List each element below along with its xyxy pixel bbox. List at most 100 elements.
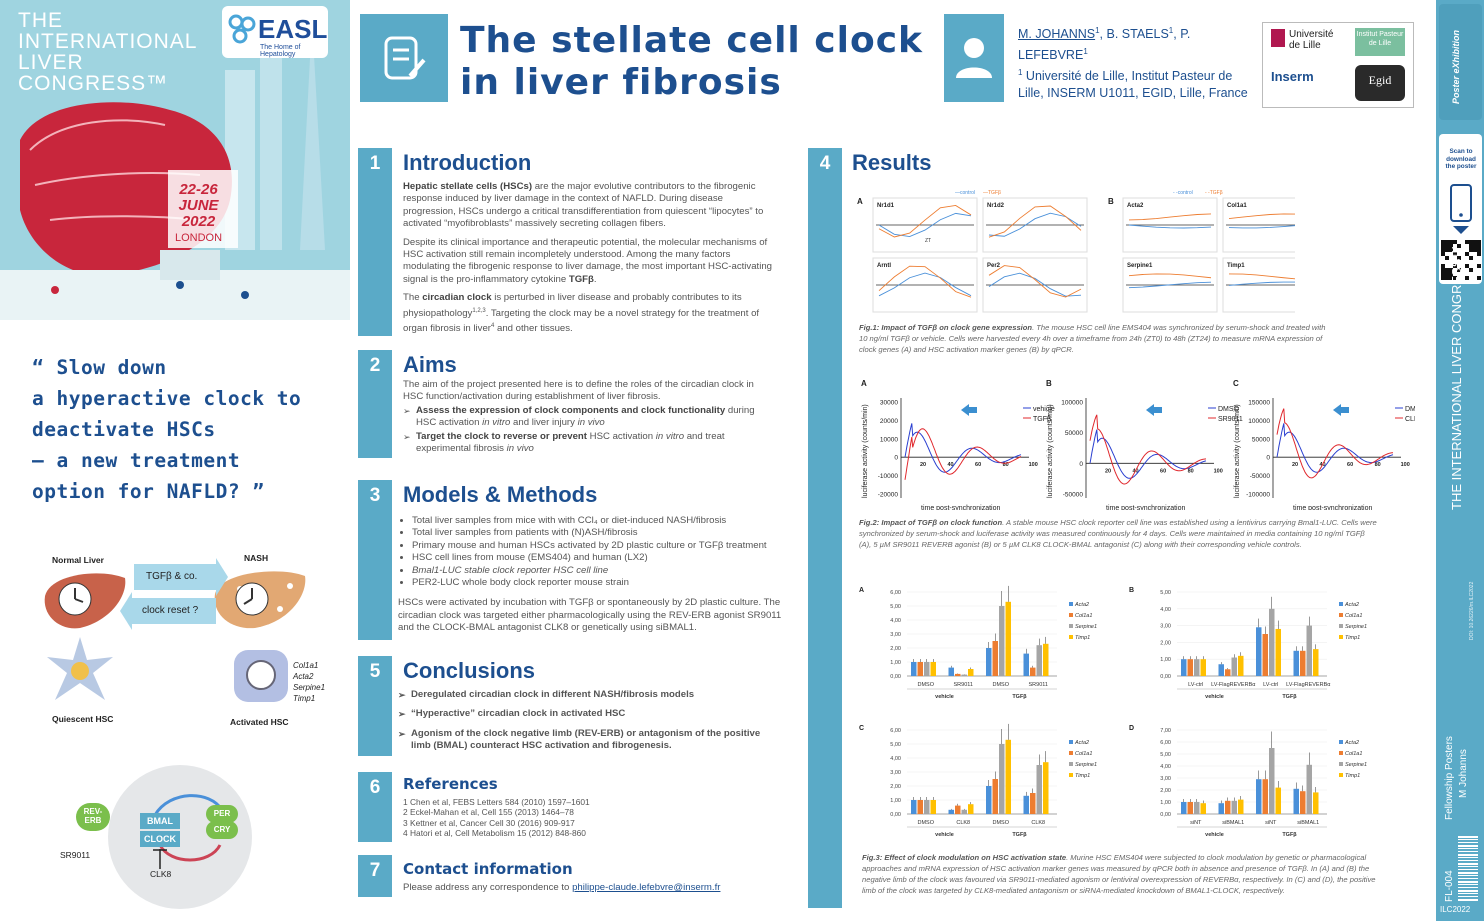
poster-exhibition-badge: Poster eXhibition xyxy=(1439,4,1482,120)
univ-lille-icon xyxy=(1271,29,1285,47)
fig2-panel-label: B xyxy=(1046,379,1052,388)
fig3-ytick: 4,00 xyxy=(1160,607,1171,613)
qr-module xyxy=(1449,240,1453,244)
fig3-group-label: TGFβ xyxy=(1282,694,1297,700)
fig3-ytick: 2,00 xyxy=(1160,788,1171,794)
fig3-legend-swatch xyxy=(1069,635,1073,639)
bar-serpine1 xyxy=(1306,625,1312,676)
fig3-legend-label: Serpine1 xyxy=(1075,624,1097,630)
bar-col1a1 xyxy=(917,662,923,676)
qr-module xyxy=(1449,272,1453,276)
bar-acta2 xyxy=(986,786,992,814)
quiescent-hsc-icon xyxy=(47,637,113,700)
fig2-xtick: 60 xyxy=(1347,462,1353,468)
qr-module xyxy=(1453,252,1457,256)
fig3-category-label: LV-FlagREVERBα xyxy=(1286,682,1331,688)
pasteur-lille-logo: Institut Pasteur de Lille xyxy=(1355,28,1405,56)
reference-item: 2 Eckel-Mahan et al, Cell 155 (2013) 146… xyxy=(403,807,574,818)
bar-timp1 xyxy=(968,669,974,676)
bar-timp1 xyxy=(1200,803,1206,814)
method-item: PER2-LUC whole body clock reporter mouse… xyxy=(412,577,790,589)
qr-module xyxy=(1457,256,1461,260)
fig3-ytick: 3,00 xyxy=(1160,776,1171,782)
shift-arrow-icon xyxy=(1154,407,1162,413)
barcode-line xyxy=(1458,869,1478,870)
fig3-category-label: DMSO xyxy=(918,682,935,688)
qr-module xyxy=(1441,244,1445,248)
fig1-legend-control: —control xyxy=(955,190,975,196)
fig3-ytick: 1,00 xyxy=(1160,800,1171,806)
fig2-xlabel: time post-synchronization xyxy=(1106,505,1185,510)
fig2-legend-label: SR9011 xyxy=(1218,416,1243,423)
bar-acta2 xyxy=(1181,659,1187,676)
qr-module xyxy=(1449,244,1453,248)
hsc-activation-diagram: Normal Liver NASH TGFβ & co. clock reset… xyxy=(30,550,340,730)
qr-download-box[interactable]: Scan to download the poster xyxy=(1439,134,1482,284)
qr-module xyxy=(1469,268,1473,272)
fig3-ytick: 4,00 xyxy=(1160,764,1171,770)
bar-col1a1 xyxy=(1262,779,1268,814)
fig3-ytick: 2,00 xyxy=(890,784,901,790)
fig3-ytick: 2,00 xyxy=(1160,640,1171,646)
bar-serpine1 xyxy=(999,744,1005,814)
bar-col1a1 xyxy=(955,673,961,676)
bar-serpine1 xyxy=(961,674,967,676)
barcode-line xyxy=(1458,893,1478,894)
tgfb-series-line xyxy=(1228,273,1295,280)
qpcr-panel-title: Per2 xyxy=(987,263,1001,269)
fig2-legend-label: vehicle xyxy=(1033,406,1055,413)
ilc-label: ILC2022 xyxy=(1440,905,1471,914)
fig2-ylabel: luciferase activity (counts/min) xyxy=(862,404,869,498)
document-edit-icon xyxy=(384,36,426,80)
bar-timp1 xyxy=(1313,792,1319,814)
section-number-5: 5 xyxy=(358,656,392,756)
bar-acta2 xyxy=(948,667,954,676)
fig3-ytick: 5,00 xyxy=(1160,590,1171,596)
fig3-ytick: 6,00 xyxy=(890,728,901,734)
luciferase-tgfβ-line xyxy=(904,428,1022,480)
fig3-legend-swatch xyxy=(1339,624,1343,628)
qr-module xyxy=(1469,244,1473,248)
key-message-quote: “ Slow down a hyperactive clock to deact… xyxy=(32,356,302,503)
qr-module xyxy=(1449,268,1453,272)
qr-module xyxy=(1473,244,1477,248)
qpcr-panel-title: Nr1d1 xyxy=(877,203,895,209)
quiescent-hsc-label: Quiescent HSC xyxy=(52,714,114,724)
qr-code-icon[interactable] xyxy=(1441,240,1481,280)
control-series-line xyxy=(1128,224,1212,229)
fig3-legend-swatch xyxy=(1069,613,1073,617)
fig2-ytick: -10000 xyxy=(878,473,899,480)
barcode-line xyxy=(1458,839,1478,840)
fig3-category-label: DMSO xyxy=(993,682,1010,688)
figure-2-caption: Fig.2: Impact of TGFβ on clock function.… xyxy=(859,518,1377,549)
activated-hsc-icon xyxy=(234,650,288,702)
arrow-right-icon xyxy=(216,558,228,596)
bar-timp1 xyxy=(968,804,974,814)
barcode-line xyxy=(1458,845,1478,847)
bar-acta2 xyxy=(1023,653,1029,676)
fig3-ytick: 4,00 xyxy=(890,618,901,624)
contact-email-link[interactable]: philippe-claude.lefebvre@inserm.fr xyxy=(572,882,721,893)
fig3-legend-swatch xyxy=(1339,613,1343,617)
inserm-logo: Inserm xyxy=(1271,69,1314,84)
activated-hsc-label: Activated HSC xyxy=(230,717,289,727)
fig2-xtick: 100 xyxy=(1029,462,1038,468)
fig1-legend-tgfb: —TGFβ xyxy=(983,190,1001,196)
qr-module xyxy=(1445,244,1449,248)
shift-arrow-icon xyxy=(1333,404,1341,416)
affiliation: Université de Lille, Institut Pasteur de… xyxy=(1018,69,1248,101)
fig3-legend-label: Acta2 xyxy=(1344,602,1359,608)
fig3-legend-swatch xyxy=(1339,762,1343,766)
fig2-ytick: 10000 xyxy=(880,436,898,443)
fig3-legend-swatch xyxy=(1069,751,1073,755)
fig3-ytick: 3,00 xyxy=(890,770,901,776)
control-series-line xyxy=(878,212,972,238)
fig3-legend-label: Col1a1 xyxy=(1345,751,1362,757)
method-item: Total liver samples from patients with (… xyxy=(412,527,790,539)
fig2-xtick: 20 xyxy=(1292,462,1298,468)
tgfb-series-line xyxy=(1128,213,1212,221)
bar-timp1 xyxy=(1043,643,1049,676)
fig3-ytick: 0,00 xyxy=(890,812,901,818)
nash-liver-icon xyxy=(214,571,306,629)
